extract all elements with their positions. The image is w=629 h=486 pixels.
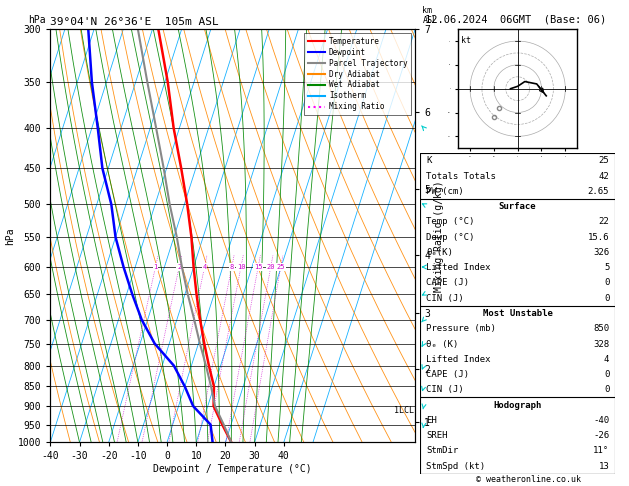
Text: -40: -40	[593, 416, 610, 425]
Y-axis label: Mixing Ratio (g/kg): Mixing Ratio (g/kg)	[434, 180, 444, 292]
Text: © weatheronline.co.uk: © weatheronline.co.uk	[476, 474, 581, 484]
Text: 13: 13	[599, 462, 610, 471]
Text: Totals Totals: Totals Totals	[426, 172, 496, 180]
Text: 1: 1	[153, 264, 158, 270]
Text: Most Unstable: Most Unstable	[482, 309, 553, 318]
Text: K: K	[426, 156, 431, 165]
Text: PW (cm): PW (cm)	[426, 187, 464, 196]
Text: CAPE (J): CAPE (J)	[426, 278, 469, 287]
Text: 25: 25	[599, 156, 610, 165]
Text: 4: 4	[203, 264, 207, 270]
Legend: Temperature, Dewpoint, Parcel Trajectory, Dry Adiabat, Wet Adiabat, Isotherm, Mi: Temperature, Dewpoint, Parcel Trajectory…	[304, 33, 411, 115]
Text: Hodograph: Hodograph	[494, 400, 542, 410]
Text: 15: 15	[254, 264, 262, 270]
Text: Dewp (°C): Dewp (°C)	[426, 233, 474, 242]
Text: CIN (J): CIN (J)	[426, 294, 464, 303]
Text: 11°: 11°	[593, 447, 610, 455]
Text: 2: 2	[177, 264, 181, 270]
Text: Temp (°C): Temp (°C)	[426, 217, 474, 226]
Text: Lifted Index: Lifted Index	[426, 355, 491, 364]
Text: km
ASL: km ASL	[423, 6, 437, 25]
Text: SREH: SREH	[426, 431, 447, 440]
Text: 8: 8	[230, 264, 234, 270]
Text: -26: -26	[593, 431, 610, 440]
Text: 0: 0	[604, 370, 610, 379]
Text: StmSpd (kt): StmSpd (kt)	[426, 462, 485, 471]
Text: 4: 4	[604, 355, 610, 364]
Text: 12.06.2024  06GMT  (Base: 06): 12.06.2024 06GMT (Base: 06)	[425, 15, 606, 25]
Text: CAPE (J): CAPE (J)	[426, 370, 469, 379]
Text: 326: 326	[593, 248, 610, 257]
Text: 10: 10	[237, 264, 245, 270]
Text: Pressure (mb): Pressure (mb)	[426, 324, 496, 333]
Text: kt: kt	[460, 36, 470, 45]
Text: 0: 0	[604, 294, 610, 303]
Text: StmDir: StmDir	[426, 447, 459, 455]
Text: 22: 22	[599, 217, 610, 226]
Text: 2.65: 2.65	[588, 187, 610, 196]
Y-axis label: hPa: hPa	[5, 227, 15, 244]
Text: 328: 328	[593, 340, 610, 348]
Text: 42: 42	[599, 172, 610, 180]
X-axis label: Dewpoint / Temperature (°C): Dewpoint / Temperature (°C)	[153, 464, 312, 474]
Text: Lifted Index: Lifted Index	[426, 263, 491, 272]
Text: 0: 0	[604, 385, 610, 394]
Text: 25: 25	[277, 264, 285, 270]
Text: 20: 20	[267, 264, 275, 270]
Text: Surface: Surface	[499, 202, 537, 211]
Text: θₑ(K): θₑ(K)	[426, 248, 453, 257]
Text: 0: 0	[604, 278, 610, 287]
Text: 850: 850	[593, 324, 610, 333]
Text: 15.6: 15.6	[588, 233, 610, 242]
Text: θₑ (K): θₑ (K)	[426, 340, 459, 348]
Text: hPa: hPa	[28, 15, 46, 25]
Text: EH: EH	[426, 416, 437, 425]
Text: 1LCL: 1LCL	[394, 406, 414, 415]
Text: 39°04'N 26°36'E  105m ASL: 39°04'N 26°36'E 105m ASL	[50, 17, 219, 27]
Text: 5: 5	[604, 263, 610, 272]
Text: CIN (J): CIN (J)	[426, 385, 464, 394]
